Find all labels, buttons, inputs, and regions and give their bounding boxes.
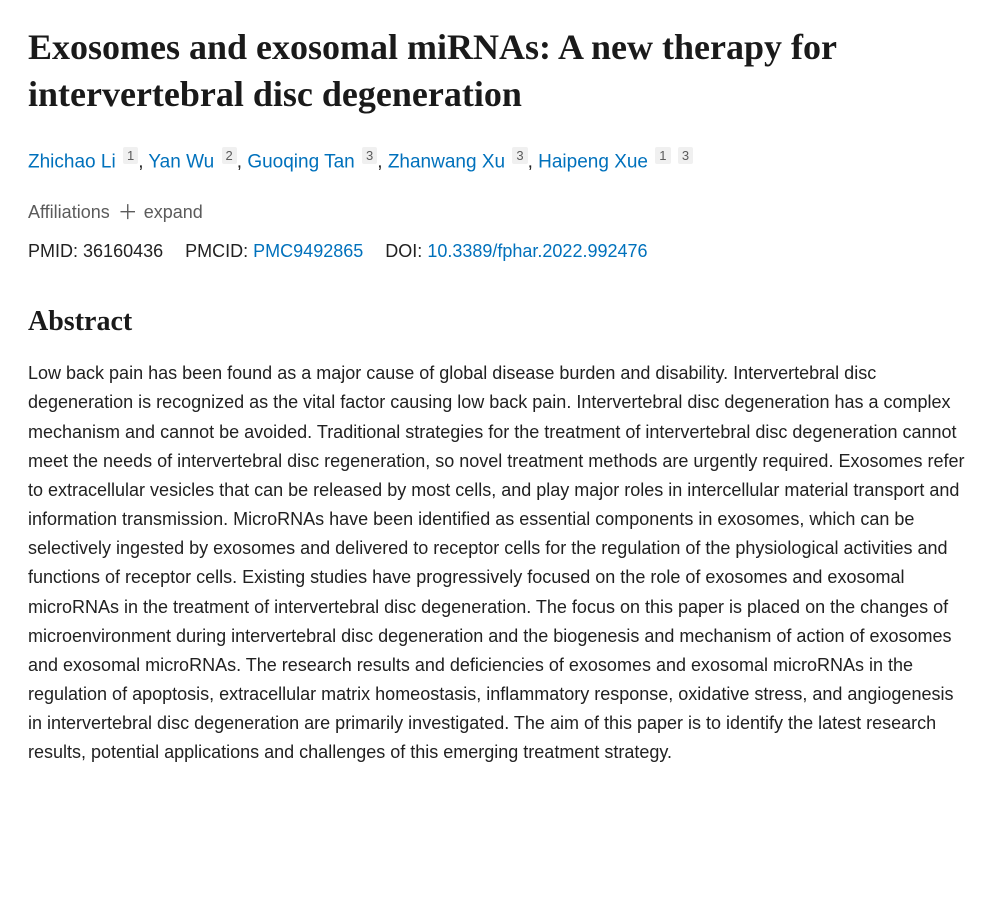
affiliation-superscript[interactable]: 1 [123, 147, 138, 164]
expand-affiliations-button[interactable]: ＋ expand [118, 199, 203, 226]
doi-link[interactable]: 10.3389/fphar.2022.992476 [427, 241, 647, 261]
affiliations-row: Affiliations ＋ expand [28, 199, 972, 226]
author-link[interactable]: Zhichao Li [28, 151, 116, 172]
author-link[interactable]: Yan Wu [148, 151, 214, 172]
affiliations-label: Affiliations [28, 199, 110, 226]
abstract-heading: Abstract [28, 301, 972, 343]
pmid-label: PMID: [28, 241, 78, 261]
pmcid-label: PMCID: [185, 241, 248, 261]
article-title: Exosomes and exosomal miRNAs: A new ther… [28, 24, 972, 118]
authors-list: Zhichao Li 1, Yan Wu 2, Guoqing Tan 3, Z… [28, 146, 972, 178]
pmid-value: 36160436 [83, 241, 163, 261]
author-link[interactable]: Guoqing Tan [247, 151, 354, 172]
expand-label: expand [144, 199, 203, 226]
affiliation-superscript[interactable]: 3 [678, 147, 693, 164]
author-link[interactable]: Haipeng Xue [538, 151, 648, 172]
identifiers-row: PMID: 36160436 PMCID: PMC9492865 DOI: 10… [28, 238, 972, 265]
author-link[interactable]: Zhanwang Xu [388, 151, 505, 172]
affiliation-superscript[interactable]: 1 [655, 147, 670, 164]
affiliation-superscript[interactable]: 3 [512, 147, 527, 164]
pmcid-link[interactable]: PMC9492865 [253, 241, 363, 261]
doi-label: DOI: [385, 241, 422, 261]
affiliation-superscript[interactable]: 2 [222, 147, 237, 164]
plus-icon: ＋ [118, 203, 138, 223]
affiliation-superscript[interactable]: 3 [362, 147, 377, 164]
abstract-text: Low back pain has been found as a major … [28, 359, 972, 767]
